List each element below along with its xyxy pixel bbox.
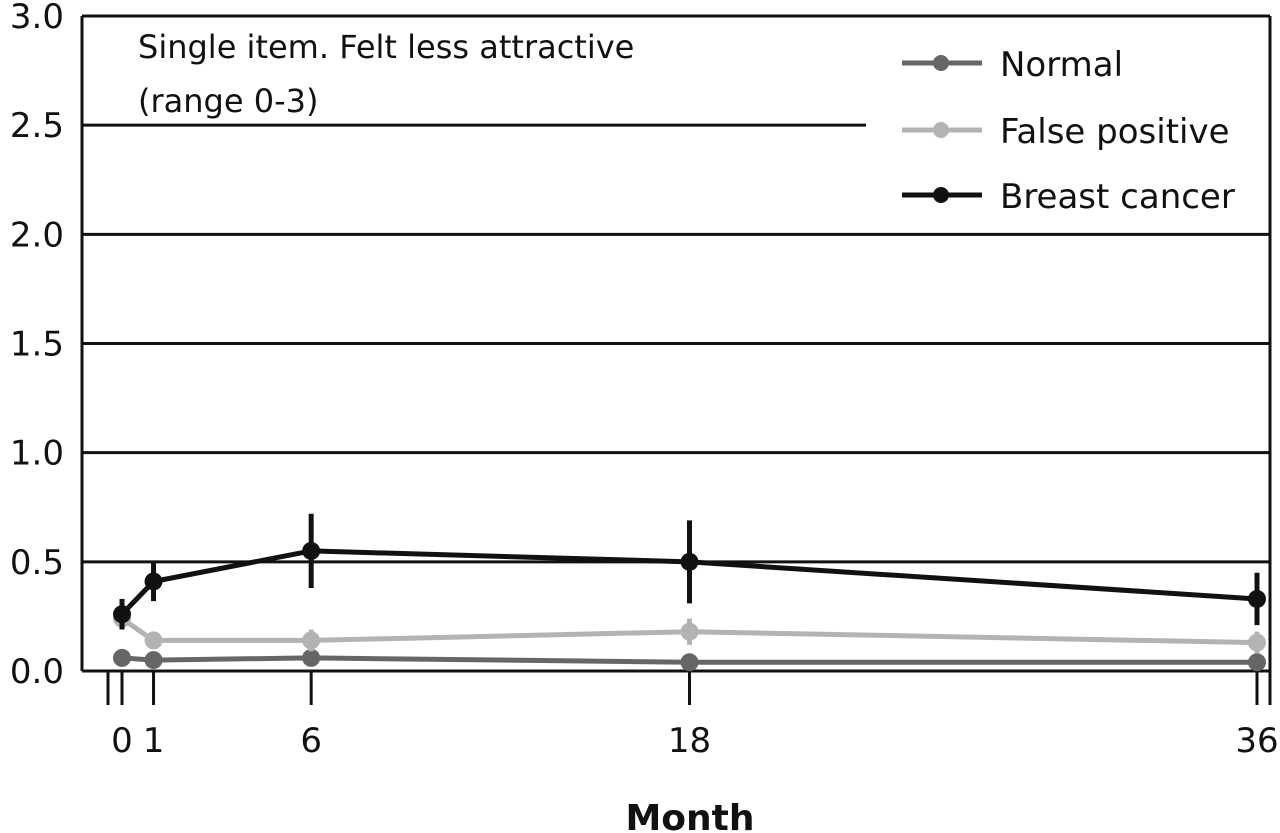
legend-item-breast-cancer: Breast cancer xyxy=(902,177,1235,217)
legend-label-normal: Normal xyxy=(1000,45,1123,85)
data-point-breast-cancer-1 xyxy=(144,572,163,591)
legend-label-false-positive: False positive xyxy=(1000,112,1230,152)
x-axis-tick-labels: 0 1 6 18 36 xyxy=(106,671,1279,761)
x-tick-label-36: 36 xyxy=(1235,721,1278,761)
chart-annotation-line-1: Single item. Felt less attractive xyxy=(138,28,634,66)
data-point-normal-6 xyxy=(302,648,321,667)
legend-marker-false-positive xyxy=(933,122,949,138)
data-point-false-positive-1 xyxy=(144,631,163,650)
x-tick-label-0: 0 xyxy=(111,721,133,761)
data-point-false-positive-36 xyxy=(1248,633,1266,652)
y-tick-label-1.0: 1.0 xyxy=(10,434,64,474)
legend-label-breast-cancer: Breast cancer xyxy=(1000,177,1235,217)
data-point-breast-cancer-18 xyxy=(680,552,699,571)
axes xyxy=(80,14,1272,673)
y-tick-label-3.0: 3.0 xyxy=(10,0,64,37)
x-tick-label-6: 6 xyxy=(300,721,322,761)
x-tick-label-1: 1 xyxy=(143,721,165,761)
y-tick-label-0.5: 0.5 xyxy=(10,543,64,583)
series-layer xyxy=(113,513,1266,672)
y-tick-label-2.5: 2.5 xyxy=(10,106,64,146)
y-tick-label-2.0: 2.0 xyxy=(10,215,64,255)
y-tick-label-1.5: 1.5 xyxy=(10,325,64,365)
x-tick-label-18: 18 xyxy=(668,721,711,761)
x-axis-label: Month xyxy=(625,798,754,833)
legend-item-normal: Normal xyxy=(902,45,1123,85)
series-false-positive xyxy=(113,609,1266,654)
chart-annotation-line-2: (range 0-3) xyxy=(138,82,318,120)
data-point-normal-0 xyxy=(113,648,131,667)
series-breast-cancer xyxy=(113,513,1266,630)
legend: Normal False positive Breast cancer xyxy=(902,45,1235,217)
legend-marker-normal xyxy=(933,55,949,71)
data-point-breast-cancer-36 xyxy=(1248,589,1266,608)
data-point-normal-36 xyxy=(1248,653,1266,672)
y-tick-label-0.0: 0.0 xyxy=(10,652,64,692)
data-point-false-positive-6 xyxy=(302,631,321,650)
data-point-normal-18 xyxy=(680,653,699,672)
legend-marker-breast-cancer xyxy=(933,187,949,203)
legend-item-false-positive: False positive xyxy=(902,112,1230,152)
data-point-breast-cancer-6 xyxy=(302,541,321,560)
data-point-normal-1 xyxy=(144,651,163,670)
y-axis-tick-labels: 0.0 0.5 1.0 1.5 2.0 2.5 3.0 xyxy=(10,0,64,692)
data-point-false-positive-18 xyxy=(680,622,699,641)
series-normal xyxy=(113,648,1266,672)
data-point-breast-cancer-0 xyxy=(113,605,131,624)
